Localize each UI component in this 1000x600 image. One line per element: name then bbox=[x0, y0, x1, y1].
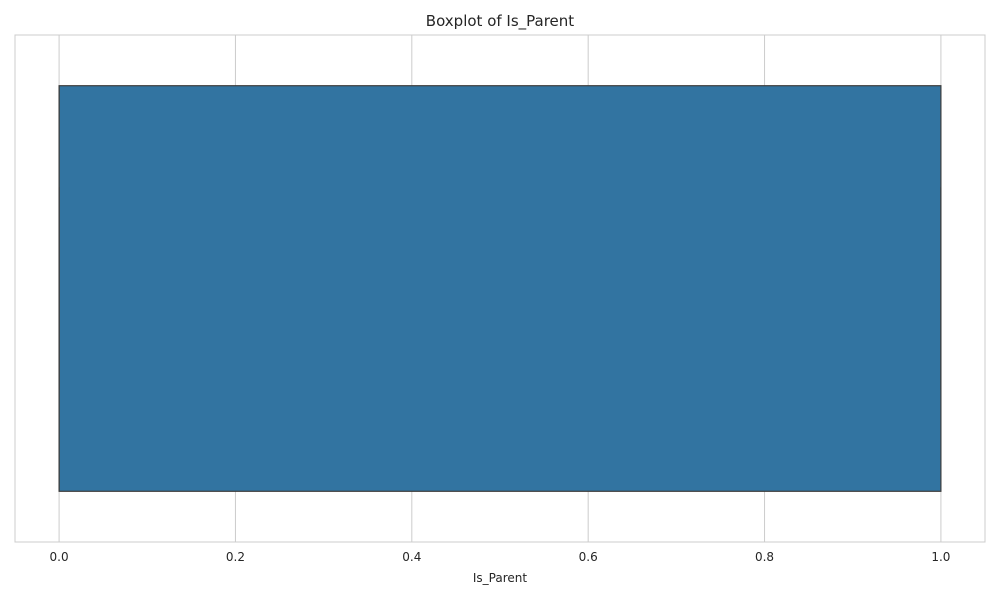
x-tick-label: 0.8 bbox=[755, 550, 774, 564]
box-iqr bbox=[58, 85, 942, 492]
box-layer bbox=[58, 85, 942, 492]
x-tick-label: 0.4 bbox=[402, 550, 421, 564]
x-tick-label: 0.0 bbox=[50, 550, 69, 564]
plot-frame bbox=[14, 34, 986, 543]
x-tick-label: 0.6 bbox=[579, 550, 598, 564]
x-tick-label: 1.0 bbox=[931, 550, 950, 564]
x-tick-labels: 0.0 0.2 0.4 0.6 0.8 1.0 bbox=[50, 550, 951, 564]
x-axis-label: Is_Parent bbox=[473, 571, 528, 585]
x-tick-label: 0.2 bbox=[226, 550, 245, 564]
chart-title: Boxplot of Is_Parent bbox=[426, 12, 575, 31]
